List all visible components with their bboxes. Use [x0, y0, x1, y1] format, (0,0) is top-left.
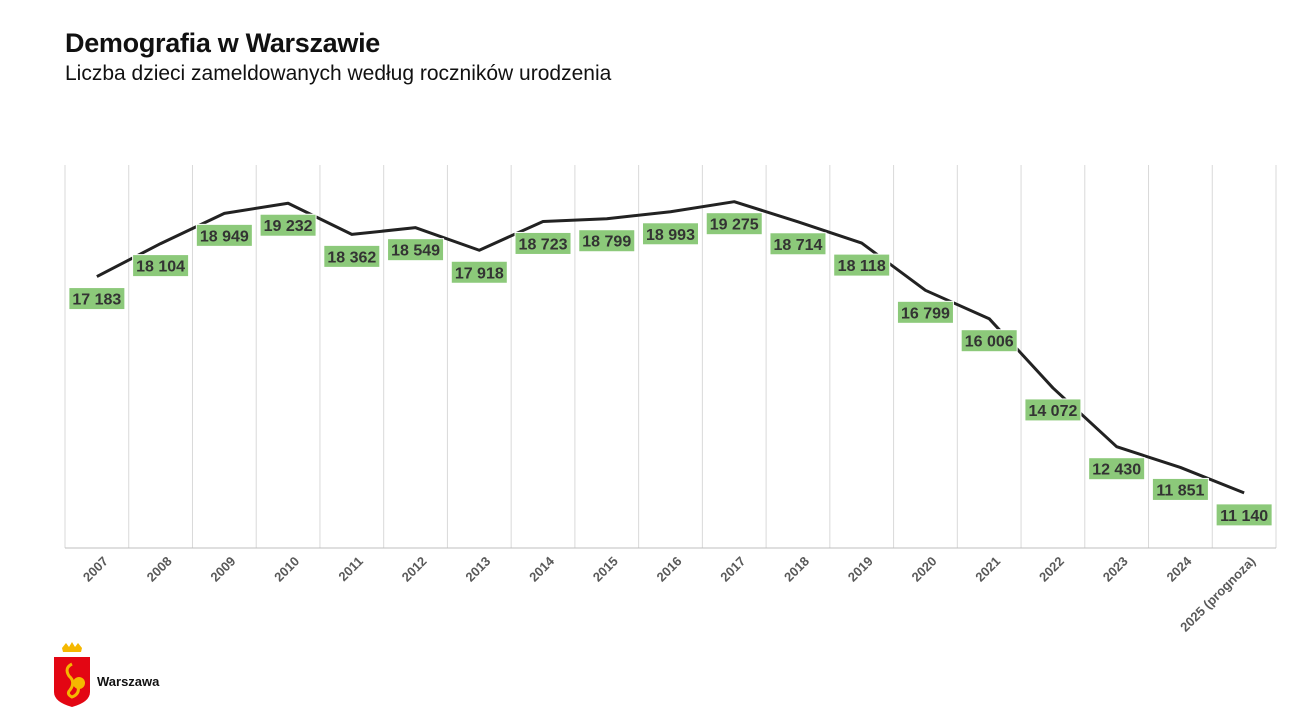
x-tick-label: 2020 [909, 554, 940, 585]
data-label-text: 11 851 [1156, 482, 1204, 499]
data-label: 19 275 [705, 212, 763, 236]
x-tick-label: 2007 [80, 554, 111, 585]
x-tick-label: 2019 [845, 554, 876, 585]
data-label-text: 18 549 [391, 243, 440, 260]
warszawa-logo [52, 642, 172, 708]
data-label-text: 18 104 [136, 259, 185, 276]
data-label-text: 11 140 [1220, 508, 1268, 525]
data-label-box [769, 232, 827, 256]
chart-x-axis-ticks: 2007 2008 2009 2010 2011 2012 2013 2014 2015 2016… [80, 553, 1258, 635]
data-label-box [387, 238, 445, 262]
x-tick-label: 2022 [1036, 554, 1067, 585]
x-tick-label: 2023 [1100, 554, 1131, 585]
data-label-text: 17 183 [72, 292, 121, 309]
data-label: 18 104 [132, 254, 190, 278]
chart-series-layer [96, 200, 1245, 495]
data-label-box [1215, 503, 1273, 527]
data-label: 11 851 [1151, 477, 1209, 501]
data-label-text: 12 430 [1092, 462, 1141, 479]
data-label-box [259, 213, 317, 237]
data-label-text: 16 006 [965, 334, 1014, 351]
data-label: 18 362 [323, 244, 381, 268]
x-tick-label: 2014 [526, 553, 558, 585]
data-label: 16 799 [896, 300, 954, 324]
data-label-box [450, 260, 508, 284]
data-label-text: 19 232 [264, 218, 313, 235]
data-label: 17 918 [450, 260, 508, 284]
chart-data-labels: 17 183 18 104 18 949 19 232 18 362 18 549 17 9… [68, 212, 1273, 527]
data-label: 11 140 [1215, 503, 1273, 527]
data-label-box [960, 329, 1018, 353]
data-label-text: 18 799 [582, 234, 631, 251]
data-label-text: 17 918 [455, 265, 504, 282]
warsaw-coat-of-arms-icon [54, 642, 90, 707]
x-tick-label: 2011 [335, 554, 366, 585]
data-label-text: 18 362 [327, 249, 376, 266]
data-label: 18 993 [642, 222, 699, 246]
x-tick-label: 2016 [654, 554, 685, 585]
data-label-text: 16 799 [901, 305, 950, 322]
x-tick-label: 2012 [399, 554, 430, 585]
x-tick-label: 2024 [1163, 553, 1195, 585]
data-label-text: 18 118 [838, 258, 886, 275]
x-tick-label: 2009 [207, 554, 238, 585]
data-label-box [1024, 398, 1082, 422]
data-label: 17 183 [68, 287, 126, 311]
data-label-box [514, 231, 572, 255]
data-label-box [132, 254, 190, 278]
x-tick-label: 2021 [972, 554, 1003, 585]
x-tick-label: 2017 [717, 554, 748, 585]
data-label: 18 723 [514, 231, 572, 255]
chart-gridlines [64, 165, 1277, 549]
x-tick-label: 2010 [271, 554, 302, 585]
chart-subtitle: Liczba dzieci zameldowanych według roczn… [65, 62, 612, 85]
data-label: 16 006 [960, 329, 1018, 353]
data-label-text: 18 714 [774, 237, 823, 254]
data-label: 12 430 [1088, 457, 1146, 481]
data-label-text: 14 072 [1028, 403, 1077, 420]
data-label-box [1151, 477, 1209, 501]
logo-wordmark: Warszawa [97, 674, 160, 689]
data-label-box [68, 287, 126, 311]
data-label: 19 232 [259, 213, 317, 237]
x-tick-label: 2018 [781, 554, 812, 585]
data-label-text: 19 275 [710, 217, 759, 234]
data-label: 18 799 [578, 229, 636, 253]
data-label-box [195, 223, 253, 247]
data-label-text: 18 723 [519, 236, 568, 253]
x-tick-label: 2008 [144, 554, 175, 585]
x-tick-label: 2013 [462, 554, 493, 585]
data-label-box [896, 300, 954, 324]
data-label-box [323, 244, 381, 268]
data-label-text: 18 949 [200, 228, 249, 245]
data-label-box [642, 222, 699, 246]
chart-title: Demografia w Warszawie [65, 28, 381, 58]
series-line [96, 200, 1245, 495]
data-label: 14 072 [1024, 398, 1082, 422]
data-label: 18 949 [195, 223, 253, 247]
x-tick-label: 2015 [590, 554, 621, 585]
data-label-box [705, 212, 763, 236]
data-label: 18 549 [387, 238, 445, 262]
data-label-box [578, 229, 636, 253]
data-label-text: 18 993 [646, 227, 695, 244]
data-label: 18 714 [769, 232, 827, 256]
data-label-box [833, 253, 891, 277]
data-label: 18 118 [833, 253, 891, 277]
data-label-box [1088, 457, 1146, 481]
